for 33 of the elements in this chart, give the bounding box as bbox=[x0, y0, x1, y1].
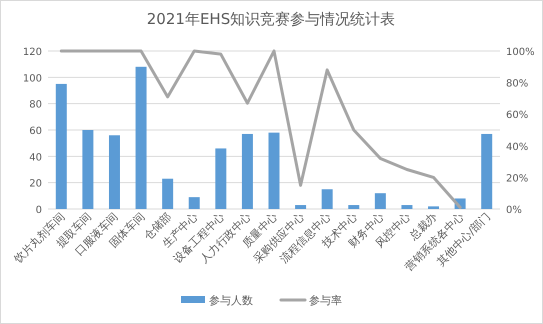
bar bbox=[322, 189, 333, 209]
bar bbox=[242, 134, 253, 209]
bar bbox=[401, 205, 412, 209]
bar bbox=[136, 66, 147, 209]
bar bbox=[56, 84, 67, 209]
y2-tick-label: 80% bbox=[506, 78, 528, 90]
bar bbox=[348, 205, 360, 209]
line-series bbox=[60, 50, 462, 209]
y-tick-label: 100 bbox=[22, 73, 42, 84]
y-tick-label: 120 bbox=[22, 47, 42, 58]
title: 2021年EHS知识竞赛参与情况统计表 bbox=[146, 10, 396, 28]
bar bbox=[188, 197, 200, 209]
y-tick-label: 20 bbox=[29, 178, 42, 190]
bar bbox=[295, 205, 306, 209]
y2-tick-label: 40% bbox=[506, 142, 528, 153]
bar bbox=[374, 193, 386, 209]
y-tick-label: 60 bbox=[29, 126, 42, 137]
y-tick-label: 80 bbox=[29, 100, 42, 111]
y2-tick-label: 100% bbox=[506, 47, 535, 58]
bar bbox=[215, 148, 226, 209]
bar bbox=[428, 206, 440, 209]
bar bbox=[268, 132, 280, 209]
y-tick-label: 40 bbox=[29, 152, 42, 164]
bar bbox=[162, 178, 174, 209]
bar bbox=[108, 135, 120, 209]
y2-tick-label: 0% bbox=[506, 205, 522, 216]
y2-tick-label: 20% bbox=[506, 173, 528, 184]
legend-label: 参与人数 bbox=[209, 294, 253, 307]
bar bbox=[82, 130, 94, 209]
y2-tick-label: 60% bbox=[506, 110, 528, 122]
legend-label: 参与率 bbox=[309, 294, 342, 307]
bar bbox=[481, 134, 492, 209]
y-tick-label: 0 bbox=[36, 205, 42, 216]
